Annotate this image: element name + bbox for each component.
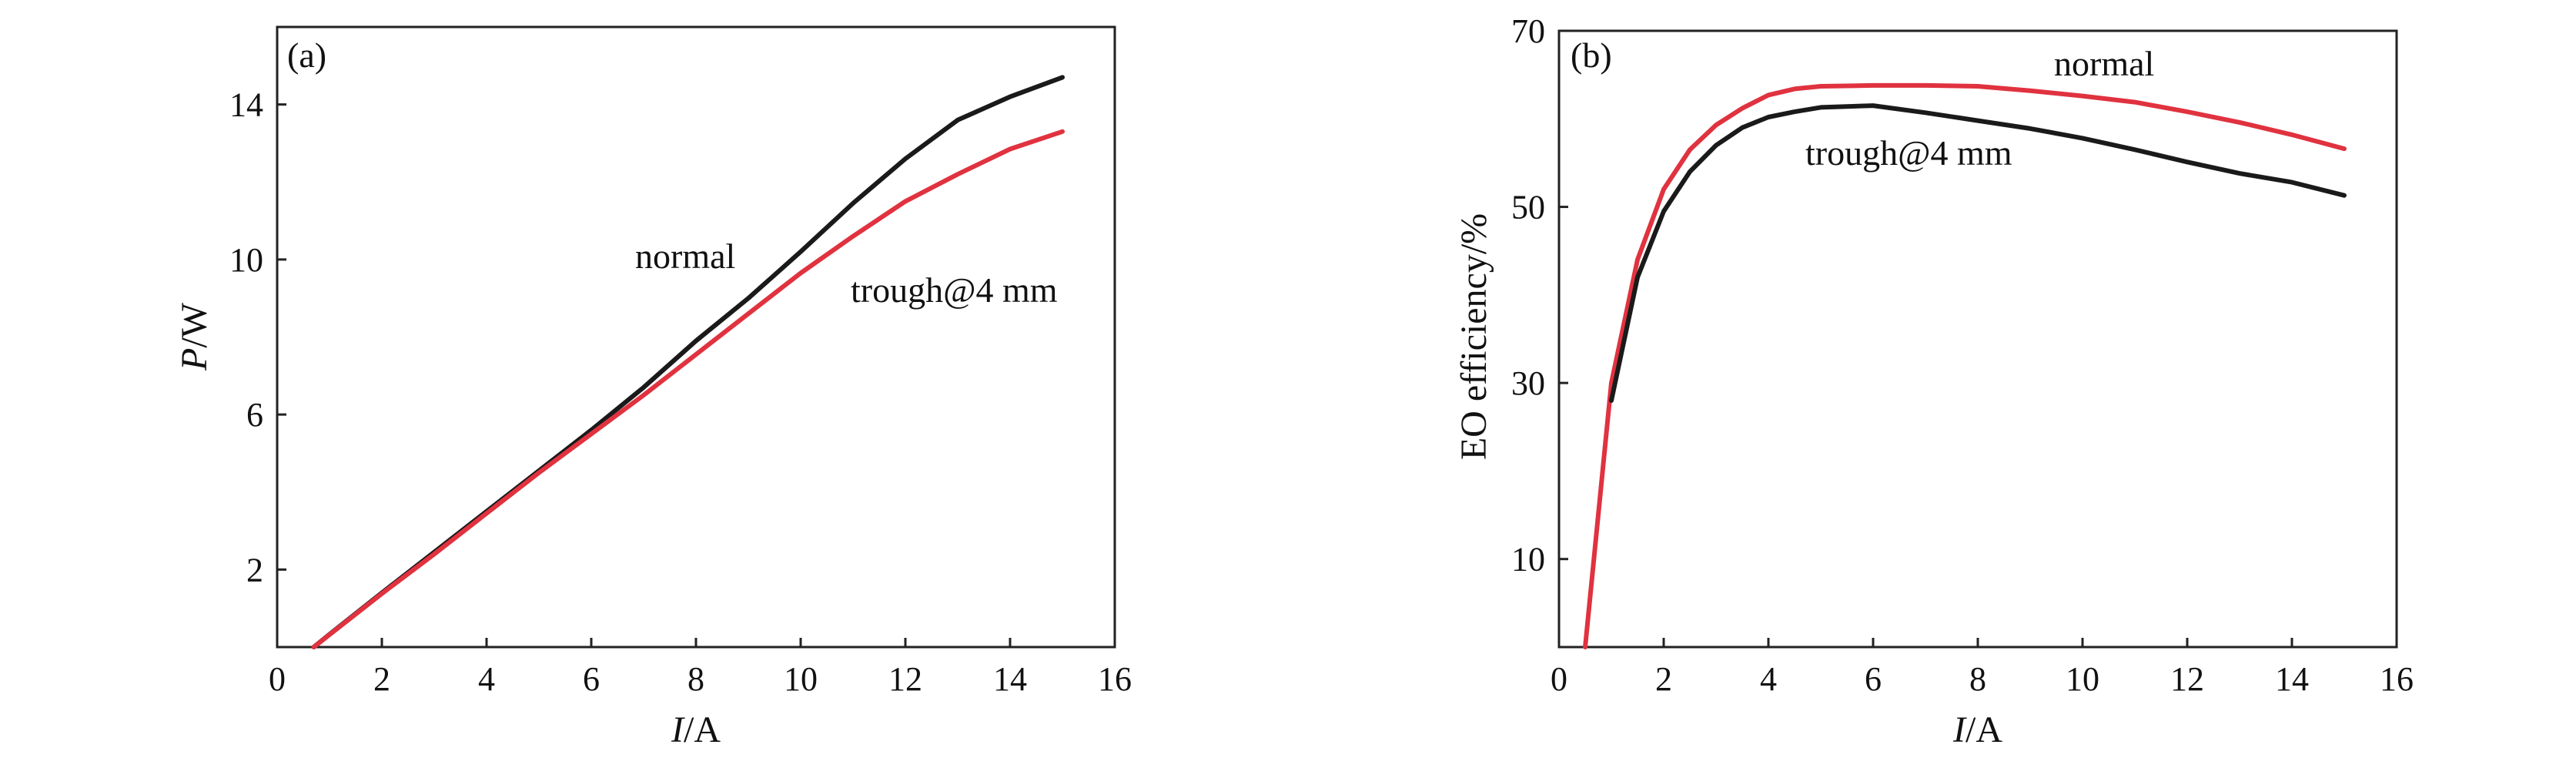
x-tick-label: 0 (269, 660, 286, 698)
y-axis-unit: /W (174, 302, 215, 347)
x-tick-label: 6 (583, 660, 600, 698)
plot-area: 0 2 4 6 8 10 12 14 16 10 30 50 70 (1511, 12, 2414, 698)
y-tick-label: 2 (246, 551, 263, 589)
x-tick-label: 8 (1969, 660, 1986, 698)
y-axis-label: P/W (174, 302, 215, 371)
x-tick-label: 14 (993, 660, 1027, 698)
x-axis-variable: I (1952, 709, 1967, 750)
x-tick-label: 14 (2275, 660, 2309, 698)
y-tick-label: 50 (1511, 189, 1545, 226)
plot-frame (276, 25, 1116, 649)
y-tick-label: 10 (1511, 541, 1545, 579)
x-tick-label: 16 (2380, 660, 2414, 698)
y-tick-label: 70 (1511, 12, 1545, 50)
panel-a-power-chart: 0 2 4 6 8 10 12 14 16 2 6 10 14 (a) normal trough@4 … (174, 25, 1132, 750)
x-tick-label: 10 (2066, 660, 2099, 698)
panel-label: (b) (1571, 35, 1612, 75)
x-axis-variable: I (671, 709, 685, 750)
y-axis-variable: P (174, 348, 215, 371)
x-axis-label: I/A (671, 709, 721, 750)
x-tick-label: 12 (888, 660, 922, 698)
x-tick-label: 0 (1551, 660, 1567, 698)
y-tick-label: 30 (1511, 364, 1545, 402)
x-tick-label: 16 (1098, 660, 1132, 698)
x-tick-label: 4 (478, 660, 495, 698)
series-line-trough-4-mm (311, 129, 1065, 649)
y-tick-label: 10 (229, 241, 263, 279)
x-axis-unit: /A (1965, 709, 2002, 750)
plot-area: 0 2 4 6 8 10 12 14 16 2 6 10 14 (229, 75, 1132, 698)
x-tick-label: 2 (373, 660, 390, 698)
annotation-normal: normal (2054, 44, 2154, 83)
panel-b-efficiency-chart: 0 2 4 6 8 10 12 14 16 10 30 50 70 (b) normal trough@… (1454, 12, 2414, 750)
y-tick-label: 6 (246, 396, 263, 434)
x-tick-label: 12 (2170, 660, 2204, 698)
annotation-trough: trough@4 mm (851, 270, 1058, 310)
plot-frame (1557, 29, 2398, 649)
x-tick-label: 4 (1760, 660, 1777, 698)
x-tick-label: 8 (687, 660, 704, 698)
series-line-trough-4-mm (1609, 103, 2347, 403)
x-axis-label: I/A (1952, 709, 2002, 750)
annotation-trough: trough@4 mm (1805, 133, 2012, 173)
y-tick-label: 14 (229, 86, 263, 124)
series-line-normal (1583, 82, 2347, 649)
x-axis-unit: /A (684, 709, 721, 750)
y-axis-label: EO efficiency/% (1454, 213, 1494, 460)
annotation-normal: normal (635, 236, 735, 276)
x-tick-label: 6 (1865, 660, 1882, 698)
panel-label: (a) (287, 35, 326, 75)
x-tick-label: 2 (1655, 660, 1672, 698)
x-tick-label: 10 (784, 660, 818, 698)
